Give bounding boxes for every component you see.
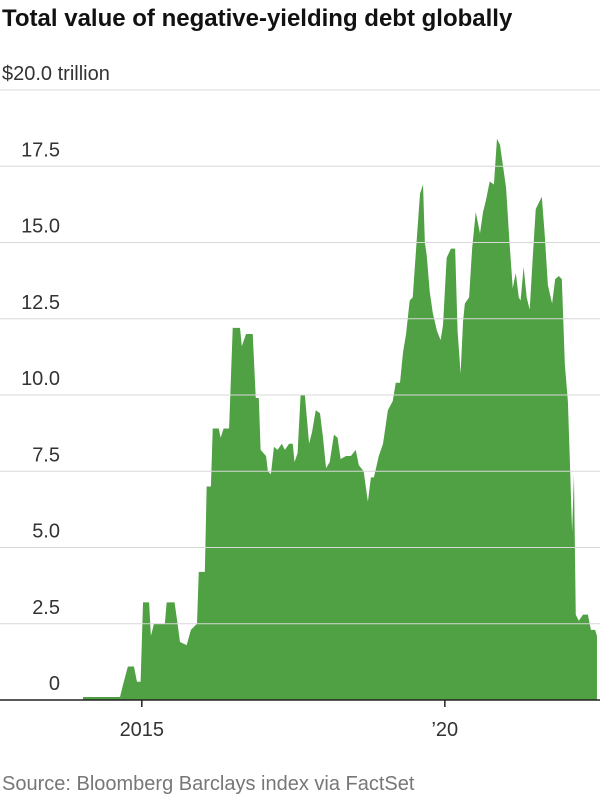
y-tick-label: 12.5 [21, 292, 60, 314]
y-tick-label: 10.0 [21, 368, 60, 390]
y-tick-label: 0 [49, 673, 60, 695]
area [83, 138, 597, 701]
y-tick-label: 15.0 [21, 216, 60, 238]
y-tick-label: 7.5 [32, 444, 60, 466]
y-tick-label: 17.5 [21, 139, 60, 161]
y-tick-label: $20.0 trillion [2, 63, 110, 85]
y-tick-label: 5.0 [32, 521, 60, 543]
y-tick-label: 2.5 [32, 597, 60, 619]
x-tick-label: ’20 [431, 719, 458, 741]
source: Source: Bloomberg Barclays index via Fac… [2, 773, 415, 795]
x-tick-label: 2015 [120, 719, 165, 741]
chart-title: Total value of negative-yielding debt gl… [2, 5, 513, 32]
